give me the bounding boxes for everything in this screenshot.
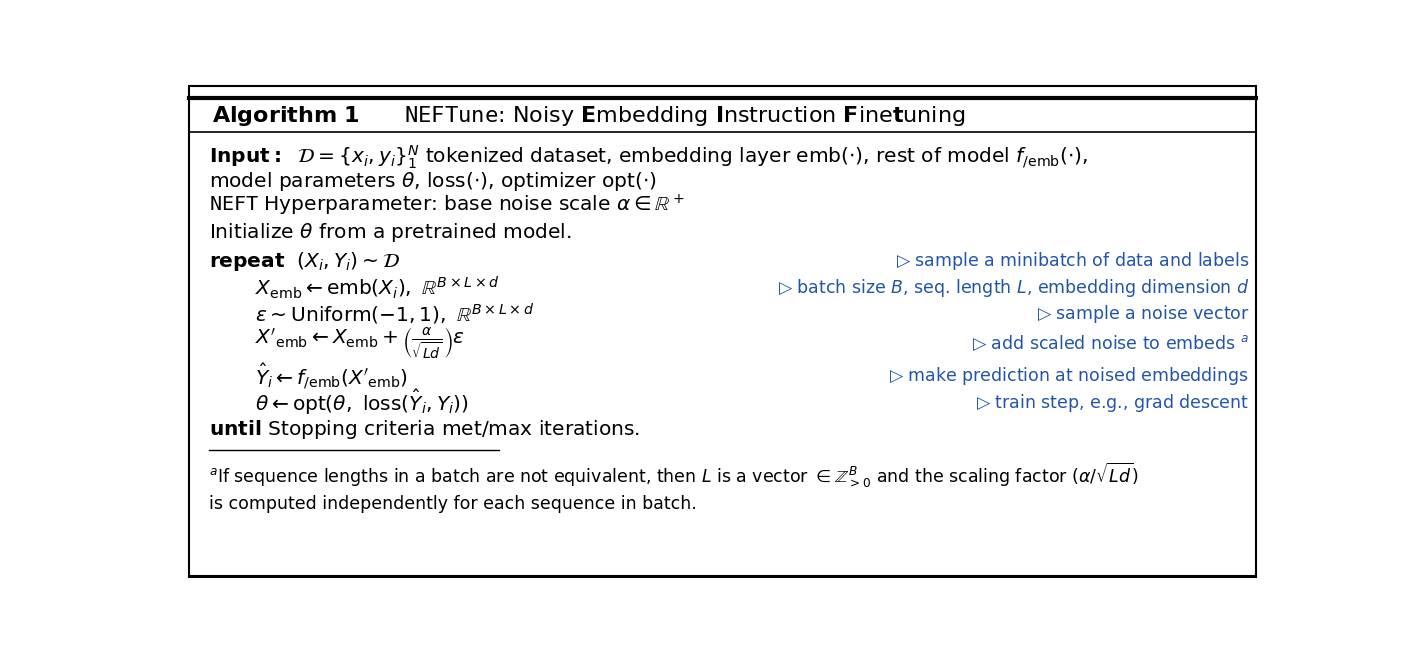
- Text: $\mathbf{repeat}$  $(X_i, Y_i) \sim \mathcal{D}$: $\mathbf{repeat}$ $(X_i, Y_i) \sim \math…: [209, 250, 400, 273]
- Text: $\mathbf{until}$ Stopping criteria met/max iterations.: $\mathbf{until}$ Stopping criteria met/m…: [209, 418, 640, 441]
- Text: $\mathbf{Input:}$  $\mathcal{D} = \{x_i, y_i\}_1^N$ tokenized dataset, embedding: $\mathbf{Input:}$ $\mathcal{D} = \{x_i, …: [209, 144, 1089, 171]
- Text: $\triangleright$ add scaled noise to embeds ${}^{a}$: $\triangleright$ add scaled noise to emb…: [973, 334, 1249, 353]
- Text: $\triangleright$ train step, e.g., grad descent: $\triangleright$ train step, e.g., grad …: [976, 392, 1249, 414]
- Text: $\epsilon \sim \mathrm{Uniform}(-1, 1),\ \mathbb{R}^{B \times L \times d}$: $\epsilon \sim \mathrm{Uniform}(-1, 1),\…: [255, 301, 534, 327]
- Text: ${}^{a}$If sequence lengths in a batch are not equivalent, then $L$ is a vector : ${}^{a}$If sequence lengths in a batch a…: [209, 461, 1139, 490]
- Text: $\mathtt{NEFTune}$: Noisy $\mathbf{E}$mbedding $\mathbf{I}$nstruction $\mathbf{F: $\mathtt{NEFTune}$: Noisy $\mathbf{E}$mb…: [403, 103, 964, 128]
- Text: is computed independently for each sequence in batch.: is computed independently for each seque…: [209, 495, 697, 513]
- Text: $\triangleright$ batch size $B$, seq. length $L$, embedding dimension $d$: $\triangleright$ batch size $B$, seq. le…: [778, 277, 1249, 299]
- Text: model parameters $\theta$, $\mathrm{loss}(\cdot)$, optimizer $\mathrm{opt}(\cdot: model parameters $\theta$, $\mathrm{loss…: [209, 170, 657, 193]
- FancyBboxPatch shape: [189, 86, 1256, 577]
- Text: $\triangleright$ make prediction at noised embeddings: $\triangleright$ make prediction at nois…: [890, 365, 1249, 387]
- Text: $\theta \leftarrow \mathrm{opt}(\theta,\ \mathrm{loss}(\hat{Y}_i, Y_i))$: $\theta \leftarrow \mathrm{opt}(\theta,\…: [255, 388, 468, 417]
- Text: $\hat{Y}_i \leftarrow f_{/\mathrm{emb}}(X'_{\mathrm{emb}})$: $\hat{Y}_i \leftarrow f_{/\mathrm{emb}}(…: [255, 361, 407, 391]
- Text: $X_{\mathrm{emb}} \leftarrow \mathrm{emb}(X_i),\ \mathbb{R}^{B \times L \times d: $X_{\mathrm{emb}} \leftarrow \mathrm{emb…: [255, 274, 501, 301]
- Text: Initialize $\theta$ from a pretrained model.: Initialize $\theta$ from a pretrained mo…: [209, 221, 571, 244]
- Text: $\triangleright$ sample a minibatch of data and labels: $\triangleright$ sample a minibatch of d…: [895, 250, 1249, 272]
- Text: $\mathbf{Algorithm\ 1}$: $\mathbf{Algorithm\ 1}$: [213, 103, 360, 128]
- Text: $\mathtt{NEFT}$ Hyperparameter: base noise scale $\alpha \in \mathbb{R}^+$: $\mathtt{NEFT}$ Hyperparameter: base noi…: [209, 193, 685, 218]
- Text: $X'_{\mathrm{emb}} \leftarrow X_{\mathrm{emb}} + \left(\frac{\alpha}{\sqrt{Ld}}\: $X'_{\mathrm{emb}} \leftarrow X_{\mathrm…: [255, 326, 465, 361]
- Text: $\triangleright$ sample a noise vector: $\triangleright$ sample a noise vector: [1036, 303, 1249, 325]
